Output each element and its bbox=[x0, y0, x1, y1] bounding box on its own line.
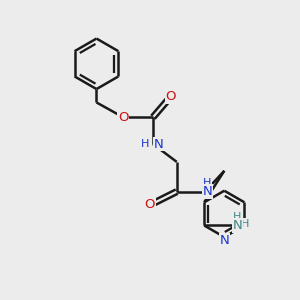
Text: O: O bbox=[166, 90, 176, 103]
Text: O: O bbox=[145, 199, 155, 212]
Text: H: H bbox=[233, 212, 242, 222]
Text: H: H bbox=[203, 178, 212, 188]
Text: N: N bbox=[153, 138, 163, 151]
Text: N: N bbox=[202, 185, 212, 198]
Text: H: H bbox=[241, 219, 249, 229]
Text: H: H bbox=[140, 139, 149, 149]
Text: N: N bbox=[219, 234, 229, 247]
Text: O: O bbox=[118, 111, 128, 124]
Text: N: N bbox=[232, 219, 242, 232]
